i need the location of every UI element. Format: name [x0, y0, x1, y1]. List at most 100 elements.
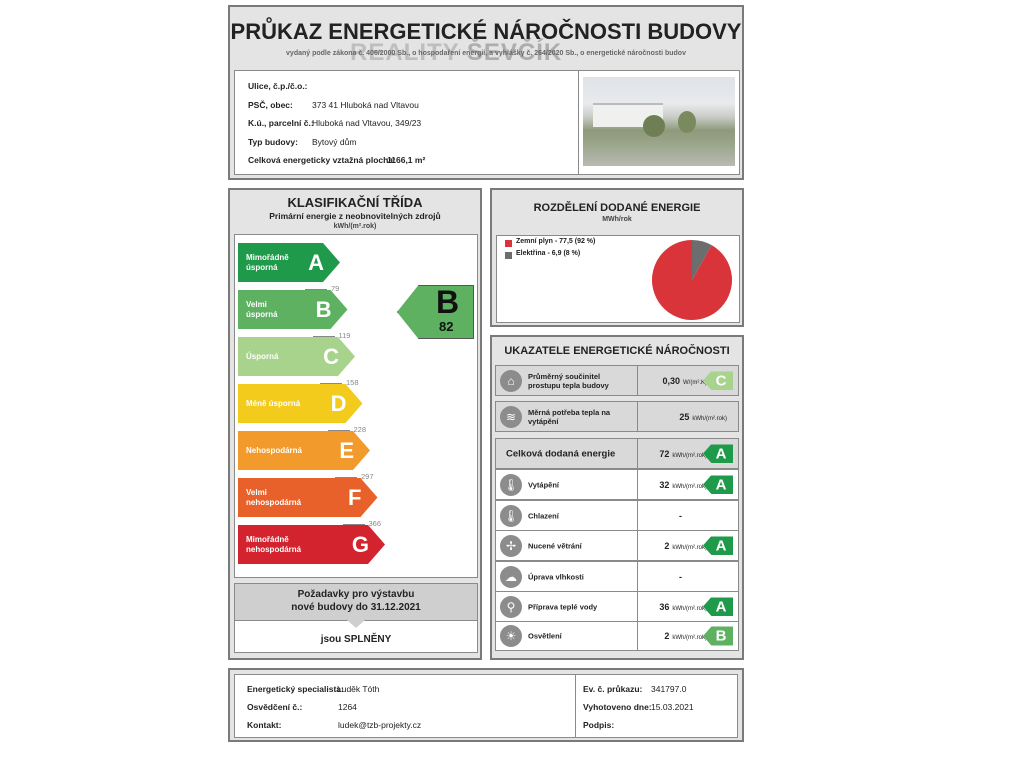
class-threshold: 297	[335, 472, 374, 481]
distribution-title: ROZDĚLENÍ DODANÉ ENERGIE	[533, 202, 701, 214]
class-bar-a: Mimořádně úsporná A	[238, 243, 340, 282]
indicator-value-group: 36 kWh/(m².rok)	[637, 602, 707, 612]
header-panel: PRŮKAZ ENERGETICKÉ NÁROČNOSTI BUDOVY REA…	[228, 5, 744, 180]
class-threshold: 119	[313, 331, 351, 340]
class-bar-f: Velmi nehospodárná F	[238, 478, 378, 517]
cooling-thermometer-icon: 🌡	[500, 504, 522, 527]
indicator-value-group: 72 kWh/(m².rok)	[637, 449, 707, 459]
field-label: Typ budovy:	[248, 136, 298, 147]
building-photo	[583, 77, 735, 166]
area-value: 1166,1 m²	[387, 155, 426, 165]
indicators-title: UKAZATELE ENERGETICKÉ NÁROČNOSTI	[504, 345, 730, 357]
class-scale: B 82 Mimořádně úsporná A 79 Velmi úsporná B 1…	[234, 234, 478, 578]
indicator-unit: W/(m².K)	[683, 379, 707, 386]
indicator-row: 🌡 Chlazení -	[495, 500, 739, 531]
footer-value: 1264	[338, 702, 357, 712]
class-threshold: 228	[328, 425, 367, 434]
footer-label: Podpis:	[583, 720, 615, 730]
field-value: 373 41 Hluboká nad Vltavou	[312, 99, 419, 110]
indicator-name: Celková dodaná energie	[506, 448, 616, 459]
indicator-name: Chlazení	[528, 511, 559, 520]
light-bulb-icon: ☀	[500, 625, 522, 647]
class-letter: E	[339, 437, 354, 463]
watermark-logo: REALITY ŠEVČÍK	[350, 39, 563, 66]
result-class-letter: B	[436, 284, 460, 320]
distribution-panel: ROZDĚLENÍ DODANÉ ENERGIE MWh/rok Zemní p…	[490, 188, 744, 327]
class-letter: C	[323, 343, 339, 369]
indicator-class-badge: A	[703, 475, 733, 494]
indicator-value-group: 32 kWh/(m².rok)	[637, 480, 707, 490]
indicator-value: 0,30	[662, 375, 680, 386]
indicator-unit: kWh/(m².rok)	[672, 483, 707, 490]
indicator-name: Příprava teplé vody	[528, 602, 598, 611]
field-label: K.ú., parcelní č.:	[248, 118, 314, 128]
specialist-info: Energetický specialista: Luděk Tóth Osvědč…	[234, 674, 738, 738]
footer-value: ludek@tzb-projekty.cz	[338, 720, 422, 730]
indicator-unit: kWh/(m².rok)	[672, 544, 707, 551]
class-threshold: 158	[320, 378, 359, 387]
class-name: Úsporná	[246, 351, 279, 361]
indicator-unit: kWh/(m².rok)	[692, 415, 727, 422]
footer-value: Luděk Tóth	[337, 684, 380, 694]
requirements-line1: Požadavky pro výstavbu	[297, 589, 415, 600]
indicator-unit: kWh/(m².rok)	[672, 605, 707, 612]
class-name: Mimořádně nehospodárná	[246, 534, 302, 554]
class-name: Méně úsporná	[246, 398, 301, 408]
class-name: Velmi nehospodárná	[246, 487, 302, 507]
classification-subtitle: Primární energie z neobnovitelných zdroj…	[269, 211, 441, 221]
class-letter: F	[348, 484, 362, 510]
indicator-class-badge: B	[703, 626, 733, 646]
class-bar-b: Velmi úsporná B	[238, 290, 348, 329]
class-name: Mimořádně úsporná	[246, 252, 289, 272]
field-value: Hluboká nad Vltavou, 349/23	[312, 118, 422, 128]
indicator-value-group: 25 kWh/(m².rok)	[637, 412, 727, 422]
distribution-box: Zemní plyn - 77,5 (92 %) Elektřina - 6,9 …	[496, 235, 740, 323]
indicator-row: ≋ Měrná potřeba tepla na vytápění 25 kWh/(m…	[495, 401, 739, 432]
indicator-name: Průměrný součinitel prostupu tepla budov…	[528, 371, 609, 390]
indicator-value: 32	[659, 479, 670, 490]
indicator-class-badge: A	[703, 444, 733, 463]
indicator-value: -	[679, 571, 682, 582]
indicator-value: 72	[659, 448, 670, 459]
indicator-class-badge: A	[703, 536, 733, 555]
indicator-unit: kWh/(m².rok)	[672, 452, 707, 459]
footer-label: Ev. č. průkazu:	[583, 684, 643, 694]
indicator-class-badge: C	[703, 371, 733, 390]
indicator-value-group: 2 kWh/(m².rok)	[637, 541, 707, 551]
heat-waves-icon: ≋	[500, 405, 522, 428]
footer-label: Energetický specialista:	[247, 684, 344, 694]
legend-swatch	[505, 252, 512, 259]
page-subtitle: vydaný podle zákona č. 406/2000 Sb., o h…	[286, 50, 686, 57]
indicator-name: Osvětlení	[528, 631, 562, 641]
footer-value: 15.03.2021	[651, 702, 694, 712]
fan-icon: ✢	[500, 534, 522, 557]
legend-label: Zemní plyn - 77,5 (92 %)	[516, 238, 596, 245]
classification-unit: kWh/(m².rok)	[333, 223, 377, 230]
arrow-down-icon	[347, 620, 365, 628]
footer-label: Osvědčení č.:	[247, 702, 303, 712]
indicator-unit: kWh/(m².rok)	[672, 635, 707, 641]
footer-label: Vyhotoveno dne:	[583, 702, 652, 712]
indicator-row: ⚲ Příprava teplé vody 36 kWh/(m².rok) A	[495, 591, 739, 622]
indicator-row: ⌂ Průměrný součinitel prostupu tepla budo…	[495, 365, 739, 396]
area-label: Celková energeticky vztažná plocha:	[248, 155, 396, 165]
field-value: Bytový dům	[312, 136, 357, 147]
humidity-cloud-icon: ☁	[500, 565, 522, 588]
result-class-badge: B 82	[397, 285, 474, 339]
indicator-name: Měrná potřeba tepla na vytápění	[528, 407, 611, 426]
class-letter: G	[351, 531, 369, 557]
pie-slice	[692, 240, 712, 280]
indicator-name: Úprava vlhkosti	[528, 572, 584, 581]
indicator-value-group: 2 kWh/(m².rok)	[637, 631, 707, 641]
class-bar-g: Mimořádně nehospodárná G	[238, 525, 385, 564]
indicator-value: 2	[664, 631, 670, 641]
pie-chart	[652, 240, 732, 320]
indicator-row: ☁ Úprava vlhkosti -	[495, 561, 739, 592]
field-label: Ulice, č.p./č.o.:	[248, 81, 308, 91]
heating-thermometer-icon: 🌡	[500, 473, 522, 496]
field-label: PSČ, obec:	[248, 99, 293, 110]
footer-value: 341797.0	[651, 684, 687, 694]
class-bar-d: Méně úsporná D	[238, 384, 363, 423]
indicator-row: ✢ Nucené větrání 2 kWh/(m².rok) A	[495, 530, 739, 561]
class-threshold: 79	[305, 284, 339, 293]
